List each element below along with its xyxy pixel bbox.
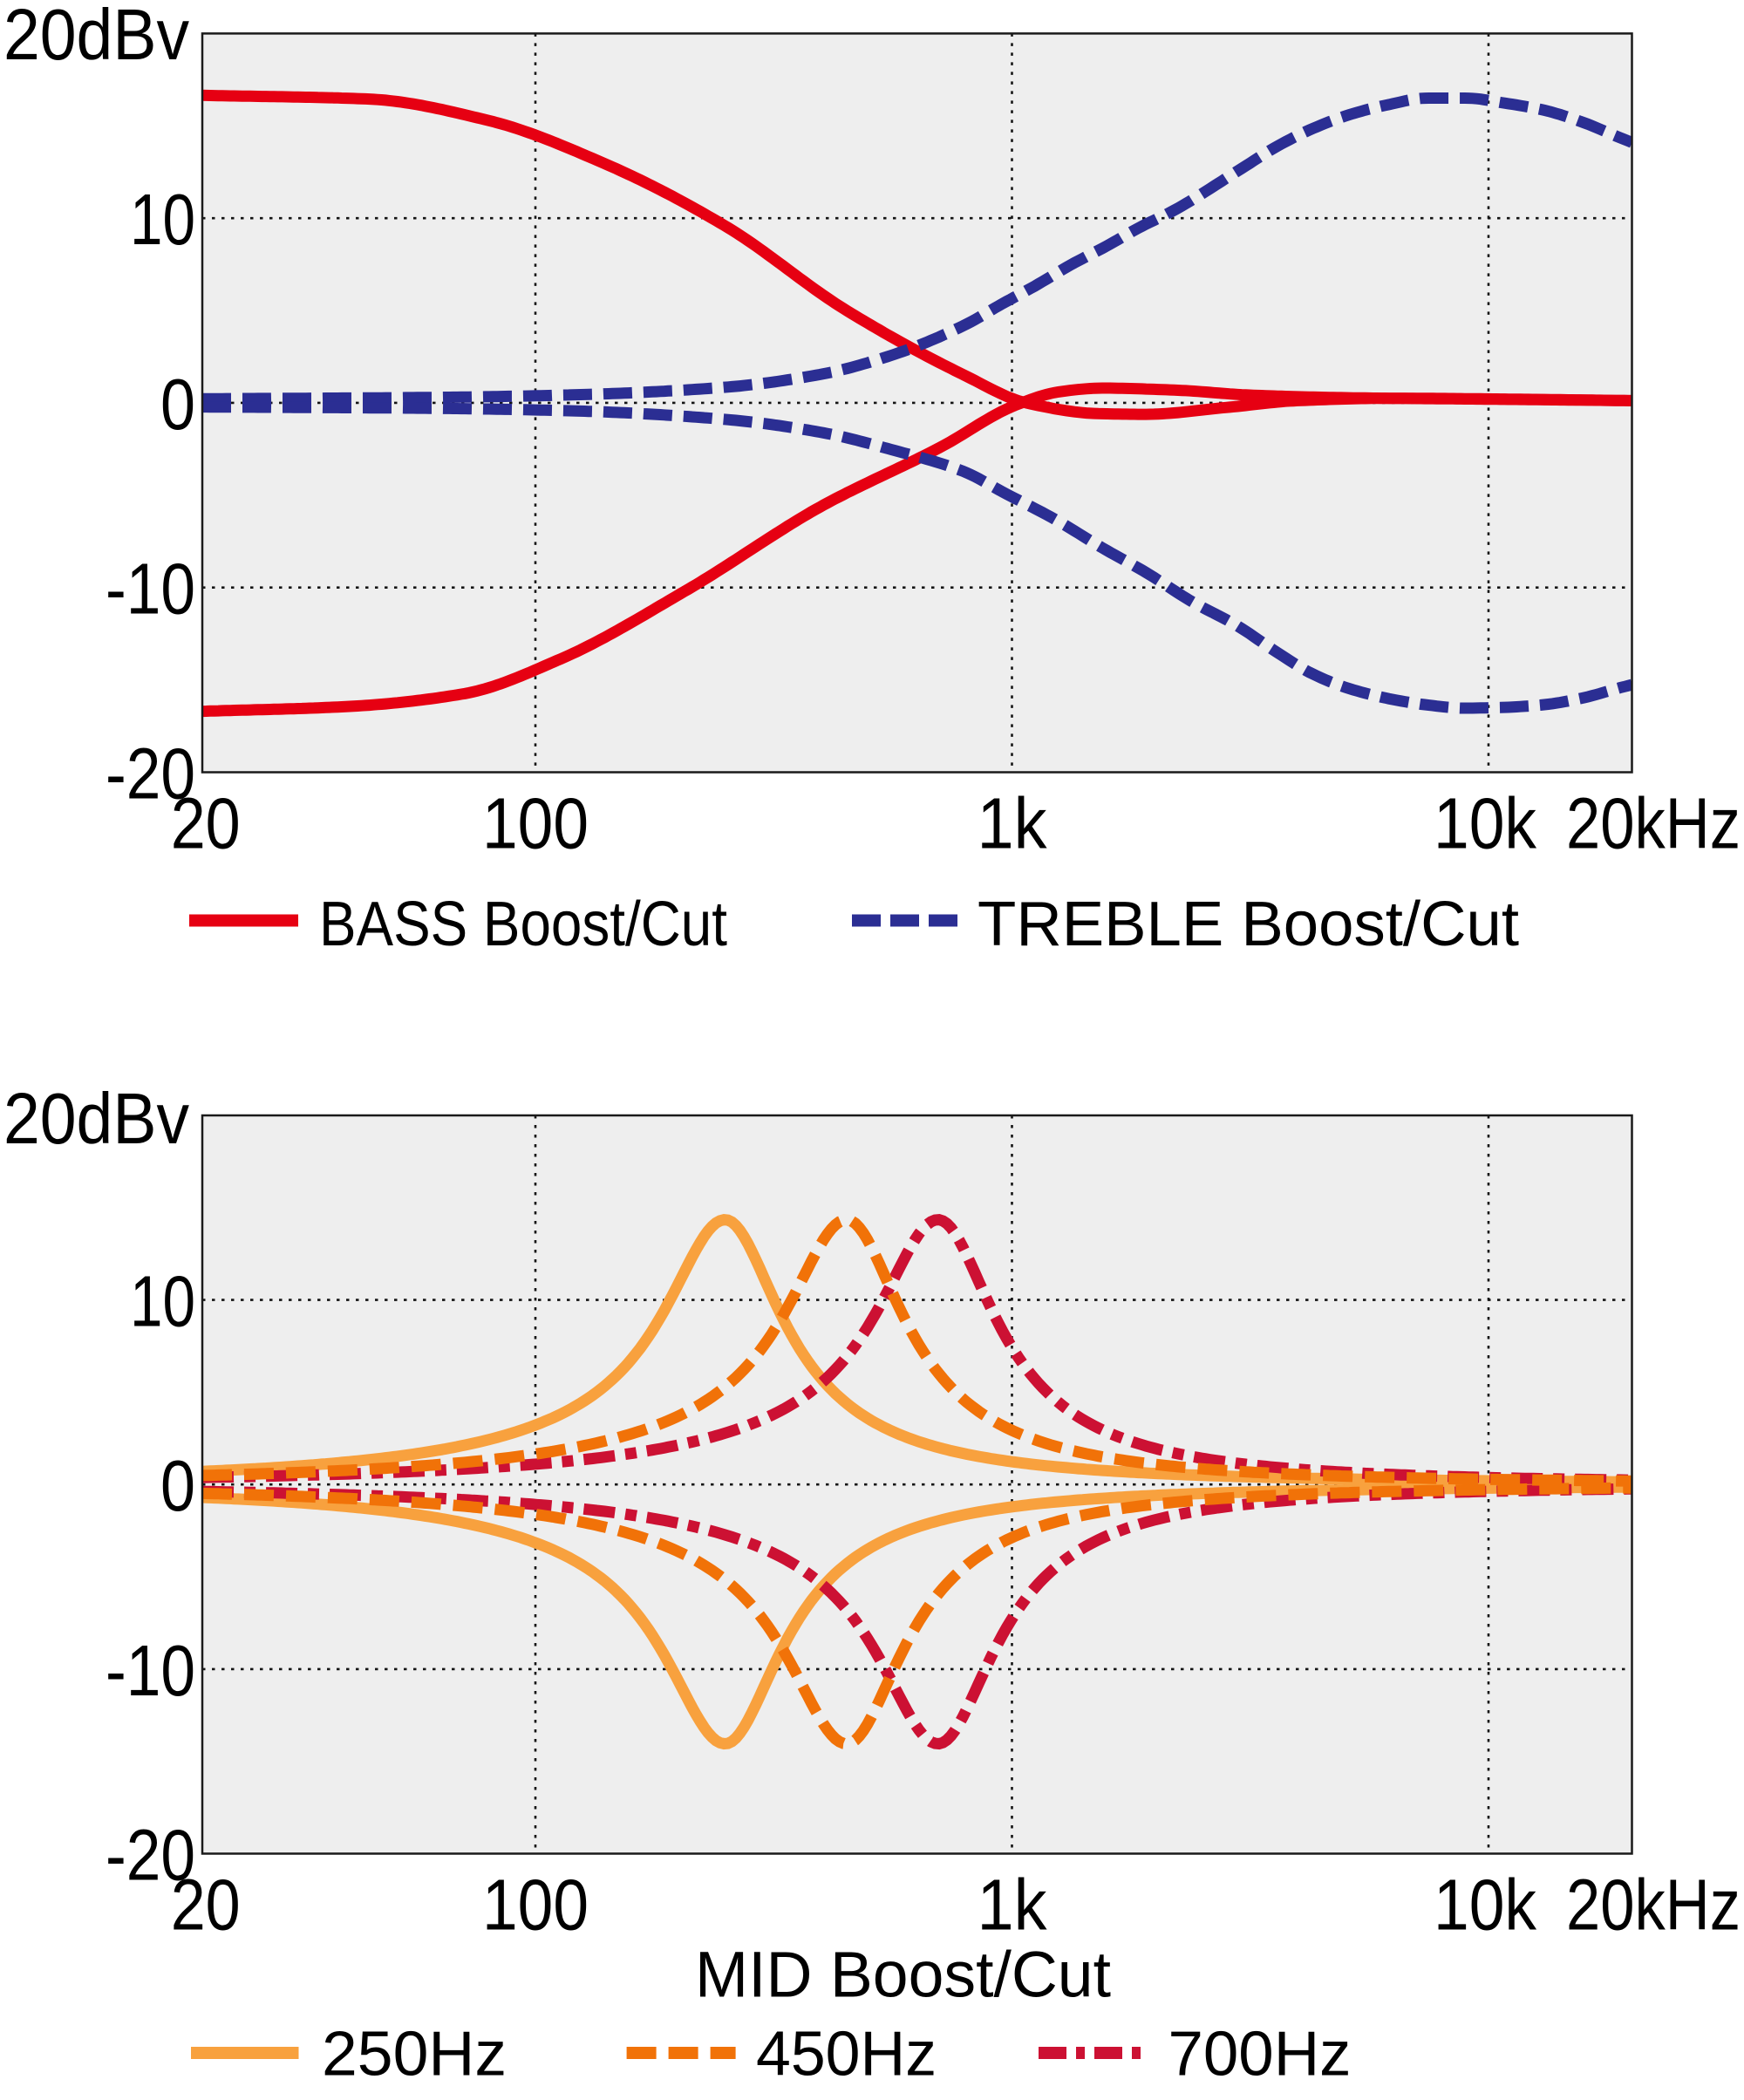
svg-text:BASS Boost/Cut: BASS Boost/Cut: [319, 890, 727, 959]
svg-text:700Hz: 700Hz: [1168, 2020, 1352, 2090]
svg-text:20kHz: 20kHz: [1566, 783, 1741, 864]
svg-text:20dBv: 20dBv: [3, 0, 189, 75]
svg-text:0: 0: [160, 364, 195, 445]
svg-text:20dBv: 20dBv: [3, 1078, 189, 1159]
svg-text:100: 100: [482, 1865, 589, 1946]
svg-text:1k: 1k: [978, 1865, 1047, 1946]
svg-text:-20: -20: [106, 1815, 195, 1896]
svg-text:250Hz: 250Hz: [322, 2020, 507, 2090]
svg-text:20: 20: [171, 783, 241, 864]
svg-text:-10: -10: [106, 549, 195, 630]
svg-text:1k: 1k: [978, 783, 1047, 864]
svg-text:10k: 10k: [1434, 1865, 1536, 1946]
svg-text:-20: -20: [106, 733, 195, 815]
svg-text:10: 10: [130, 179, 195, 260]
svg-text:100: 100: [482, 783, 589, 864]
svg-text:TREBLE Boost/Cut: TREBLE Boost/Cut: [978, 890, 1519, 959]
svg-text:10k: 10k: [1434, 783, 1536, 864]
svg-text:10: 10: [130, 1261, 195, 1342]
svg-text:450Hz: 450Hz: [756, 2020, 937, 2090]
svg-text:20kHz: 20kHz: [1566, 1865, 1741, 1946]
svg-text:20: 20: [171, 1865, 241, 1946]
svg-text:MID Boost/Cut: MID Boost/Cut: [695, 1939, 1111, 2011]
svg-text:0: 0: [160, 1445, 195, 1526]
svg-text:-10: -10: [106, 1630, 195, 1711]
